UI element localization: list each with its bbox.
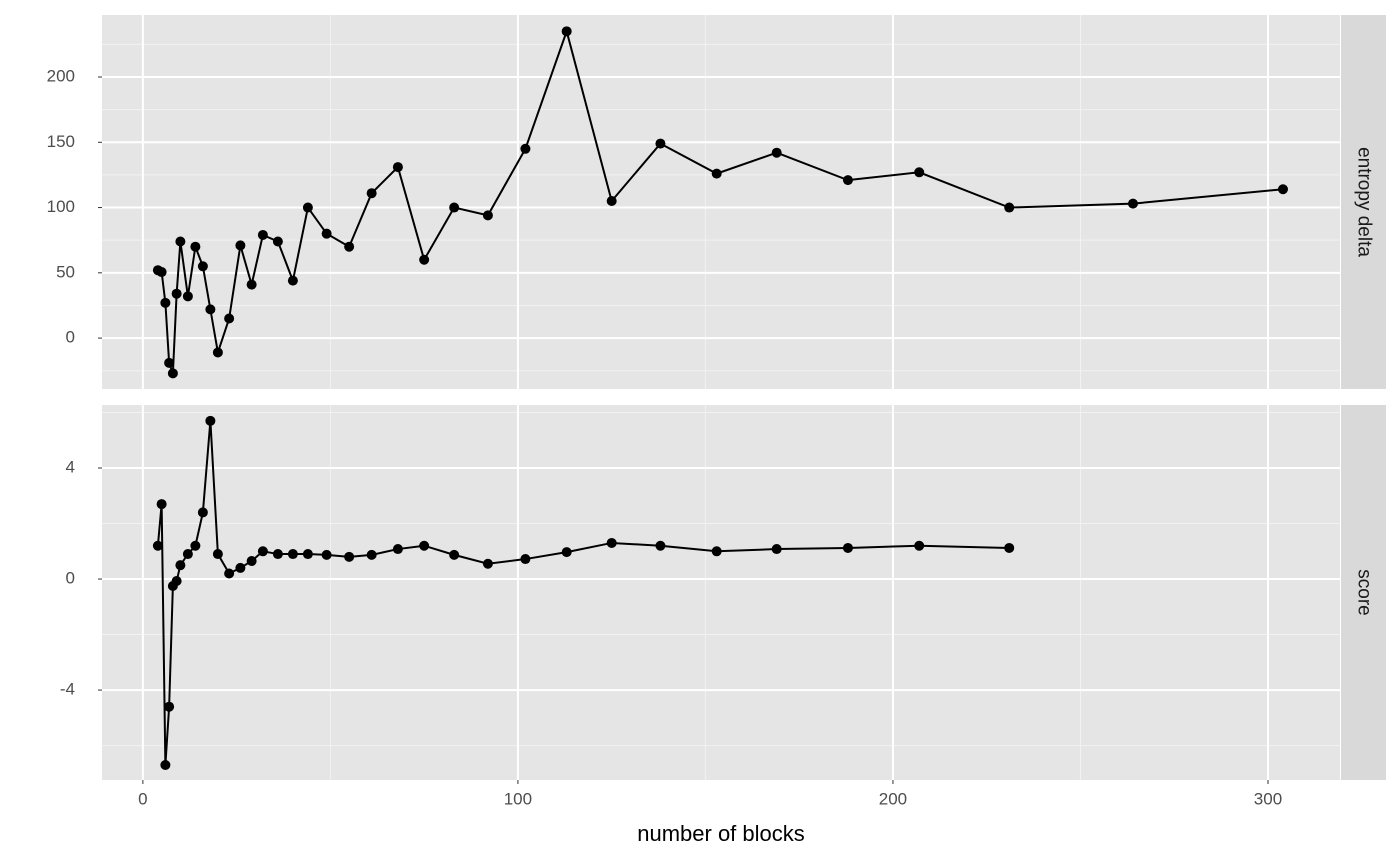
data-point [392,162,403,173]
data-point [321,228,332,239]
data-point [257,229,268,240]
y-tick-label: 50 [56,262,75,281]
strip-label: score [1353,569,1374,615]
data-point [771,544,782,555]
strip-background [1341,15,1386,389]
data-point [287,275,298,286]
data-point [152,540,163,551]
data-point [366,549,377,560]
data-point [160,760,171,771]
data-point [842,175,853,186]
data-point [321,549,332,560]
data-point [771,147,782,158]
x-axis-title: number of blocks [637,821,805,846]
data-point [224,568,235,579]
data-point [182,291,193,302]
data-point [212,347,223,358]
y-tick-label: 150 [47,132,75,151]
data-point [212,549,223,560]
data-point [482,210,493,221]
data-point [287,549,298,560]
data-point [164,357,175,368]
data-point [711,168,722,179]
data-point [205,304,216,315]
data-point [711,546,722,557]
data-point [842,542,853,553]
data-point [156,267,167,278]
data-point [182,549,193,560]
data-point [190,241,201,252]
data-point [1127,198,1138,209]
data-point [171,288,182,299]
data-point [246,279,257,290]
data-point [224,313,235,324]
x-tick-label: 300 [1254,789,1282,808]
data-point [419,540,430,551]
data-point [272,236,283,247]
data-point [160,297,171,308]
y-tick-label: 100 [47,197,75,216]
data-point [167,368,178,379]
data-point [175,236,186,247]
data-point [175,560,186,571]
data-point [246,555,257,566]
data-point [366,188,377,199]
data-point [302,202,313,213]
data-point [156,499,167,510]
data-point [197,507,208,518]
data-point [449,202,460,213]
data-point [606,537,617,548]
data-point [164,701,175,712]
data-point [914,540,925,551]
y-tick-label: 0 [66,328,75,347]
data-point [205,415,216,426]
data-point [561,547,572,558]
x-tick-label: 100 [504,789,532,808]
data-point [449,549,460,560]
panel-background [102,405,1340,780]
data-point [235,562,246,573]
y-tick-label: 4 [66,457,75,476]
data-point [1277,184,1288,195]
data-point [1004,542,1015,553]
y-tick-label: 200 [47,66,75,85]
data-point [561,26,572,37]
data-point [344,241,355,252]
data-point [914,167,925,178]
data-point [197,261,208,272]
data-point [392,544,403,555]
data-point [171,575,182,586]
x-tick-label: 200 [879,789,907,808]
data-point [344,551,355,562]
data-point [1004,202,1015,213]
y-tick-label: -4 [60,680,75,699]
strip-background [1341,405,1386,780]
y-tick-label: 0 [66,569,75,588]
data-point [655,540,666,551]
data-point [302,549,313,560]
data-point [419,254,430,265]
data-point [606,196,617,207]
strip-label: entropy delta [1353,147,1374,257]
x-tick-label: 0 [138,789,147,808]
data-point [257,546,268,557]
data-point [190,540,201,551]
data-point [520,554,531,565]
data-point [655,138,666,149]
data-point [272,549,283,560]
data-point [482,558,493,569]
data-point [520,143,531,154]
data-point [235,240,246,251]
